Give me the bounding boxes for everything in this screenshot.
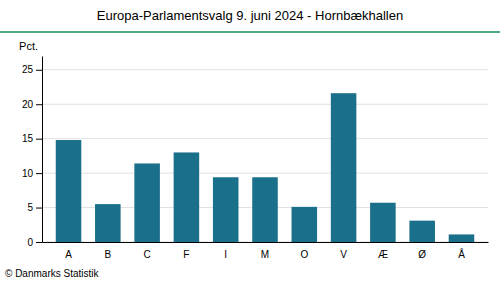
y-tick-label: 0 bbox=[27, 237, 33, 248]
x-tick-label: F bbox=[183, 249, 189, 260]
bar bbox=[370, 203, 396, 242]
grid-line bbox=[42, 138, 488, 139]
bar bbox=[174, 152, 200, 242]
x-tick: C bbox=[143, 249, 150, 260]
grid-line bbox=[42, 69, 488, 70]
y-tick: 10 bbox=[22, 168, 42, 179]
x-tick: Å bbox=[458, 248, 465, 260]
x-tick: A bbox=[65, 249, 72, 260]
y-tick-label: 20 bbox=[22, 99, 34, 110]
x-tick: F bbox=[183, 249, 189, 260]
x-tick-label: I bbox=[224, 249, 227, 260]
x-tick: Æ bbox=[378, 249, 388, 260]
y-tick-mark bbox=[36, 104, 42, 105]
x-tick-label: B bbox=[104, 249, 111, 260]
x-tick-label: C bbox=[143, 249, 150, 260]
title-rule bbox=[0, 31, 500, 33]
chart: Europa-Parlamentsvalg 9. juni 2024 - Hor… bbox=[0, 0, 500, 282]
x-tick-label: Æ bbox=[378, 249, 388, 260]
bar bbox=[409, 221, 435, 242]
x-tick: M bbox=[261, 249, 269, 260]
x-tick: I bbox=[224, 249, 227, 260]
x-tick-label: O bbox=[300, 249, 308, 260]
y-tick-mark bbox=[36, 70, 42, 71]
x-tick-label: M bbox=[261, 249, 269, 260]
y-axis-label: Pct. bbox=[19, 40, 38, 52]
grid bbox=[42, 70, 488, 242]
bar bbox=[95, 204, 121, 242]
x-tick: V bbox=[340, 249, 347, 260]
x-tick-label: Ø bbox=[418, 249, 426, 260]
x-tick: Ø bbox=[418, 249, 426, 260]
y-tick-label: 25 bbox=[22, 64, 34, 75]
y-tick: 20 bbox=[22, 99, 42, 110]
bars bbox=[56, 93, 474, 242]
bar bbox=[331, 93, 357, 242]
grid-line bbox=[42, 173, 488, 174]
y-tick-label: 5 bbox=[27, 202, 33, 213]
y-tick: 15 bbox=[22, 133, 42, 144]
y-tick-mark bbox=[36, 173, 42, 174]
grid-line bbox=[42, 104, 488, 105]
bar bbox=[292, 207, 318, 242]
y-tick-mark bbox=[36, 208, 42, 209]
y-axis: 0 5 10 15 20 25 bbox=[22, 57, 43, 248]
bar bbox=[134, 163, 160, 242]
x-tick-label: V bbox=[340, 249, 347, 260]
y-tick-mark bbox=[36, 139, 42, 140]
y-tick-label: 10 bbox=[22, 168, 34, 179]
x-tick: B bbox=[104, 249, 111, 260]
x-tick-label: A bbox=[65, 249, 72, 260]
bar bbox=[252, 177, 278, 242]
y-tick-mark bbox=[36, 242, 42, 243]
x-tick: O bbox=[300, 249, 308, 260]
y-axis-line bbox=[42, 57, 43, 243]
y-tick: 0 bbox=[27, 237, 42, 248]
plot: 0 5 10 15 20 25 A B C F I M O V Æ Ø Å Pct. bbox=[19, 40, 488, 260]
bar bbox=[56, 140, 82, 242]
y-tick: 5 bbox=[27, 202, 42, 213]
y-tick: 25 bbox=[22, 64, 42, 75]
x-tick-label: Å bbox=[458, 248, 465, 260]
x-axis-line bbox=[43, 242, 489, 243]
title: Europa-Parlamentsvalg 9. juni 2024 - Hor… bbox=[97, 8, 403, 23]
x-axis: ABCFIMOVÆØÅ bbox=[43, 243, 489, 261]
bar bbox=[213, 177, 239, 242]
bar bbox=[449, 234, 475, 242]
y-tick-label: 15 bbox=[22, 133, 34, 144]
footer: © Danmarks Statistik bbox=[5, 268, 100, 279]
